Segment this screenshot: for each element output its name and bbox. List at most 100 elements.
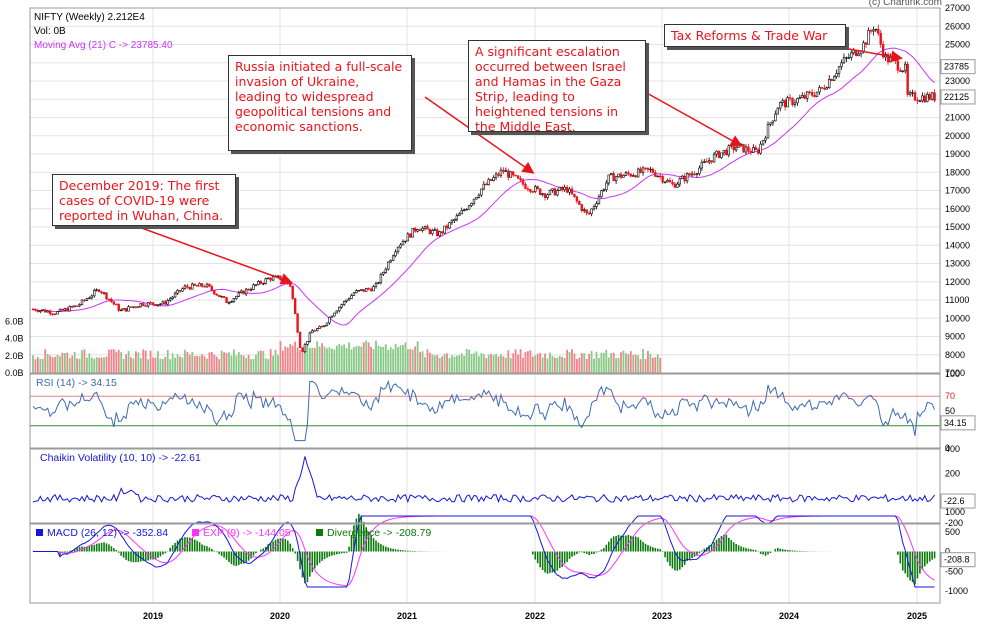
divergence-bar: [789, 550, 791, 552]
volume-bar: [460, 353, 463, 373]
divergence-bar: [326, 551, 328, 558]
price-candle: [705, 161, 708, 163]
price-candle: [39, 310, 42, 312]
volume-bar: [524, 352, 527, 373]
divergence-bar: [316, 551, 318, 566]
divergence-bar: [152, 551, 154, 560]
price-candle: [448, 222, 451, 229]
price-candle: [722, 149, 726, 154]
price-candle: [68, 306, 71, 312]
divergence-bar: [338, 551, 341, 554]
volume-bar: [233, 349, 235, 373]
price-candle: [541, 193, 544, 196]
volume-bar: [308, 348, 311, 373]
price-candle: [227, 302, 231, 304]
divergence-bar: [233, 551, 235, 566]
volume-bar: [86, 357, 88, 373]
price-candle: [793, 102, 797, 105]
axis-tick-label: 15000: [945, 222, 970, 232]
price-candle: [595, 203, 598, 207]
volume-bar: [179, 356, 181, 373]
volume-bar: [193, 356, 196, 373]
axis-tick-label: 500: [945, 527, 960, 537]
price-candle: [487, 179, 490, 186]
divergence-bar: [620, 535, 622, 552]
price-candle: [835, 73, 838, 77]
price-candle: [156, 304, 160, 307]
price-candle: [401, 241, 405, 246]
volume-bar: [304, 346, 306, 373]
divergence-bar: [666, 551, 669, 562]
volume-bar: [436, 354, 439, 373]
divergence-bar: [781, 549, 784, 552]
volume-bar: [654, 357, 657, 373]
price-candle: [230, 301, 233, 303]
price-candle: [609, 173, 613, 176]
volume-bar: [353, 347, 355, 373]
price-candle: [906, 63, 909, 95]
divergence-bar: [103, 542, 105, 552]
price-candle: [916, 99, 919, 102]
price-candle: [61, 308, 64, 311]
axis-tick-label: -200: [945, 518, 963, 528]
volume-bar: [514, 349, 517, 373]
divergence-bar: [73, 548, 76, 552]
price-candle: [695, 173, 699, 175]
divergence-bar: [125, 551, 127, 560]
divergence-bar: [353, 525, 355, 552]
volume-bar: [88, 353, 91, 373]
price-candle: [796, 98, 799, 104]
volume-bar: [500, 354, 502, 373]
price-candle: [186, 285, 189, 288]
volume-bar: [289, 343, 292, 373]
price-candle: [573, 193, 576, 198]
divergence-bar: [603, 548, 605, 552]
annotation-russia: Russia initiated a full-scale invasion o…: [228, 55, 412, 151]
price-candle: [671, 181, 674, 185]
axis-tick-label: 27000: [945, 3, 970, 13]
price-candle: [364, 288, 368, 292]
price-candle: [269, 277, 272, 281]
price-candle: [301, 347, 304, 353]
price-candle: [771, 120, 775, 124]
price-candle: [864, 42, 868, 45]
divergence-bar: [105, 543, 108, 552]
panel-frame: [29, 373, 941, 449]
axis-tick-label: 25000: [945, 40, 970, 50]
volume-bar: [296, 347, 299, 373]
divergence-bar: [728, 537, 730, 552]
volume-label: Vol: 0B: [34, 26, 66, 37]
volume-bar: [377, 345, 380, 373]
divergence-bar: [117, 551, 120, 553]
volume-bar: [142, 349, 145, 373]
chart-title: NIFTY (Weekly) 2.212E4: [34, 12, 145, 23]
price-candle: [911, 92, 914, 94]
divergence-bar: [394, 549, 397, 552]
macd-polyline: [33, 515, 935, 588]
price-candle: [166, 300, 169, 305]
price-candle: [639, 168, 642, 173]
price-candle: [899, 69, 902, 72]
annotation-tax: Tax Reforms & Trade War: [664, 24, 846, 47]
divergence-bar: [541, 551, 544, 570]
price-candle: [315, 328, 319, 332]
price-candle: [894, 58, 897, 62]
volume-bar: [453, 356, 456, 373]
price-candle: [313, 330, 316, 332]
divergence-bar: [605, 544, 608, 552]
price-candle: [840, 62, 843, 68]
volume-bar: [286, 347, 289, 373]
annotation-arrows: [124, 44, 903, 285]
divergence-bar: [924, 551, 926, 567]
divergence-bar: [304, 551, 306, 584]
price-candle: [828, 78, 831, 89]
price-candle: [399, 244, 402, 248]
volume-bar: [46, 353, 49, 373]
price-candle: [360, 289, 363, 291]
axis-tick-label: 2020: [270, 611, 290, 621]
divergence-bar: [287, 540, 289, 552]
axis-tick-label: 7000: [945, 368, 965, 378]
volume-bar: [348, 342, 350, 373]
price-candle: [538, 188, 542, 196]
price-candle: [607, 174, 610, 184]
